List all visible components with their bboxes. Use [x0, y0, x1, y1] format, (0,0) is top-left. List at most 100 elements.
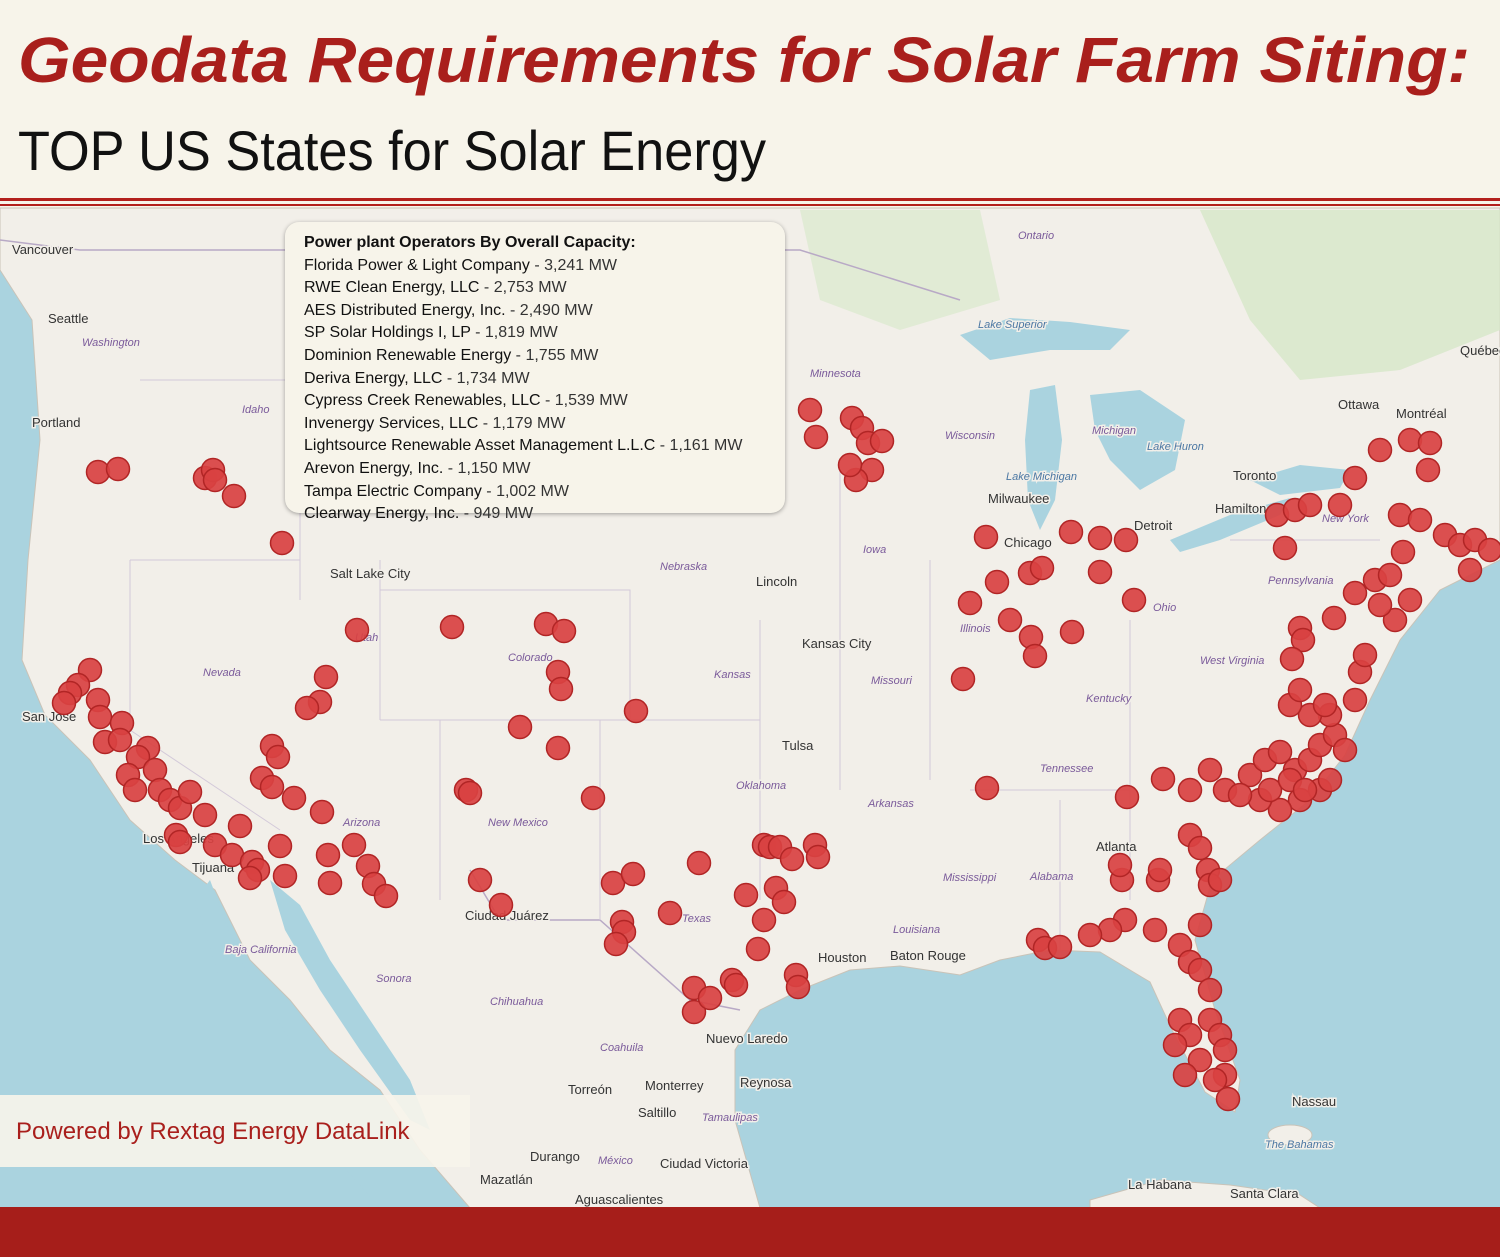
plant-marker [87, 704, 113, 730]
plant-marker [1197, 757, 1223, 783]
operator-capacity: 3,241 MW [530, 257, 617, 274]
place-label: Wisconsin [945, 430, 995, 442]
plant-marker [686, 850, 712, 876]
place-label: Ontario [1018, 230, 1054, 242]
place-label: Nuevo Laredo [706, 1031, 788, 1046]
place-label: Alabama [1029, 871, 1073, 883]
operator: AES Distributed Energy, Inc.2,490 MW [304, 300, 766, 323]
operator-name: Cypress Creek Renewables, LLC [304, 392, 541, 410]
operator-capacity: 1,150 MW [443, 460, 530, 477]
operator: Clearway Energy, Inc.949 MW [304, 503, 766, 526]
place-label: Colorado [508, 652, 553, 664]
plant-marker [1390, 539, 1416, 565]
plant-marker [984, 569, 1010, 595]
plant-marker [1059, 619, 1085, 645]
place-label: Illinois [960, 623, 991, 635]
plant-marker [1121, 587, 1147, 613]
subtitle: TOP US States for Solar Energy [18, 119, 766, 182]
lake [1090, 390, 1185, 490]
place-label: Toronto [1233, 468, 1276, 483]
operator-name: Arevon Energy, Inc. [304, 459, 444, 477]
place-label: Aguascalientes [575, 1192, 664, 1207]
operator-name: Deriva Energy, LLC [304, 369, 443, 387]
place-label: Lake Michigan [1006, 471, 1077, 483]
plant-marker [869, 428, 895, 454]
place-label: Arkansas [867, 798, 914, 810]
place-label: Tennessee [1040, 763, 1093, 775]
plant-marker [1377, 562, 1403, 588]
plant-marker [974, 775, 1000, 801]
plant-marker [313, 664, 339, 690]
plant-marker [281, 785, 307, 811]
plant-marker [1113, 527, 1139, 553]
place-label: Ciudad Victoria [660, 1156, 749, 1171]
place-label: Durango [530, 1149, 580, 1164]
operator-name: SP Solar Holdings I, LP [304, 324, 471, 342]
plant-marker [600, 870, 626, 896]
plant-marker [221, 483, 247, 509]
baja-coast [195, 880, 420, 1208]
plant-marker [1267, 797, 1293, 823]
place-label: Lake Superior [978, 319, 1048, 331]
island [1267, 1124, 1313, 1146]
plant-marker [1267, 739, 1293, 765]
plant-marker [85, 459, 111, 485]
plant-marker [467, 867, 493, 893]
plant-marker [344, 617, 370, 643]
place-label: Vancouver [12, 242, 74, 257]
plant-marker [1207, 867, 1233, 893]
operator: Arevon Energy, Inc.1,150 MW [304, 458, 766, 481]
plant-marker [1457, 557, 1483, 583]
place-label: Seattle [48, 311, 88, 326]
plant-marker [51, 690, 77, 716]
plant-marker [620, 861, 646, 887]
operator: Invenergy Services, LLC1,179 MW [304, 413, 766, 436]
plant-marker [771, 889, 797, 915]
plant-marker [1177, 777, 1203, 803]
plant-marker [1187, 957, 1213, 983]
place-label: Baton Rouge [890, 948, 966, 963]
operator-name: Dominion Renewable Energy [304, 346, 512, 364]
operator-capacity: 2,753 MW [479, 279, 566, 296]
plant-marker [723, 972, 749, 998]
plant-marker [457, 780, 483, 806]
place-label: Chicago [1004, 535, 1052, 550]
plant-marker [733, 882, 759, 908]
plant-marker [1197, 977, 1223, 1003]
place-label: Kansas [714, 669, 751, 681]
operator: Cypress Creek Renewables, LLC1,539 MW [304, 390, 766, 413]
plant-marker [1187, 1047, 1213, 1073]
plant-marker [142, 757, 168, 783]
plant-marker [950, 666, 976, 692]
plant-marker [1147, 857, 1173, 883]
plant-marker [373, 883, 399, 909]
plant-marker [745, 936, 771, 962]
plant-marker [439, 614, 465, 640]
place-label: Santa Clara [1230, 1186, 1299, 1201]
place-label: Pennsylvania [1268, 575, 1333, 587]
place-label: Salt Lake City [330, 566, 411, 581]
plant-marker [1187, 912, 1213, 938]
operator-name: RWE Clean Energy, LLC [304, 279, 480, 297]
plant-marker [1107, 852, 1133, 878]
plant-marker [1397, 587, 1423, 613]
plant-marker [1202, 1067, 1228, 1093]
place-label: Iowa [863, 544, 886, 556]
plant-marker [202, 467, 228, 493]
plant-marker [294, 695, 320, 721]
gulf-of-california [270, 880, 430, 1130]
operator-capacity: 1,755 MW [511, 347, 598, 364]
plant-marker [1387, 502, 1413, 528]
rule [0, 204, 1500, 206]
plant-marker [1321, 605, 1347, 631]
plant-marker [1327, 492, 1353, 518]
place-label: New York [1322, 513, 1369, 525]
legend: Power plant Operators By Overall Capacit… [285, 222, 785, 522]
operator-capacity: 1,002 MW [482, 483, 569, 500]
credit: Powered by Rextag Energy DataLink [16, 1118, 410, 1145]
plant-marker [837, 452, 863, 478]
lake [960, 318, 1130, 360]
plant-marker [1172, 1062, 1198, 1088]
plant-marker [259, 774, 285, 800]
